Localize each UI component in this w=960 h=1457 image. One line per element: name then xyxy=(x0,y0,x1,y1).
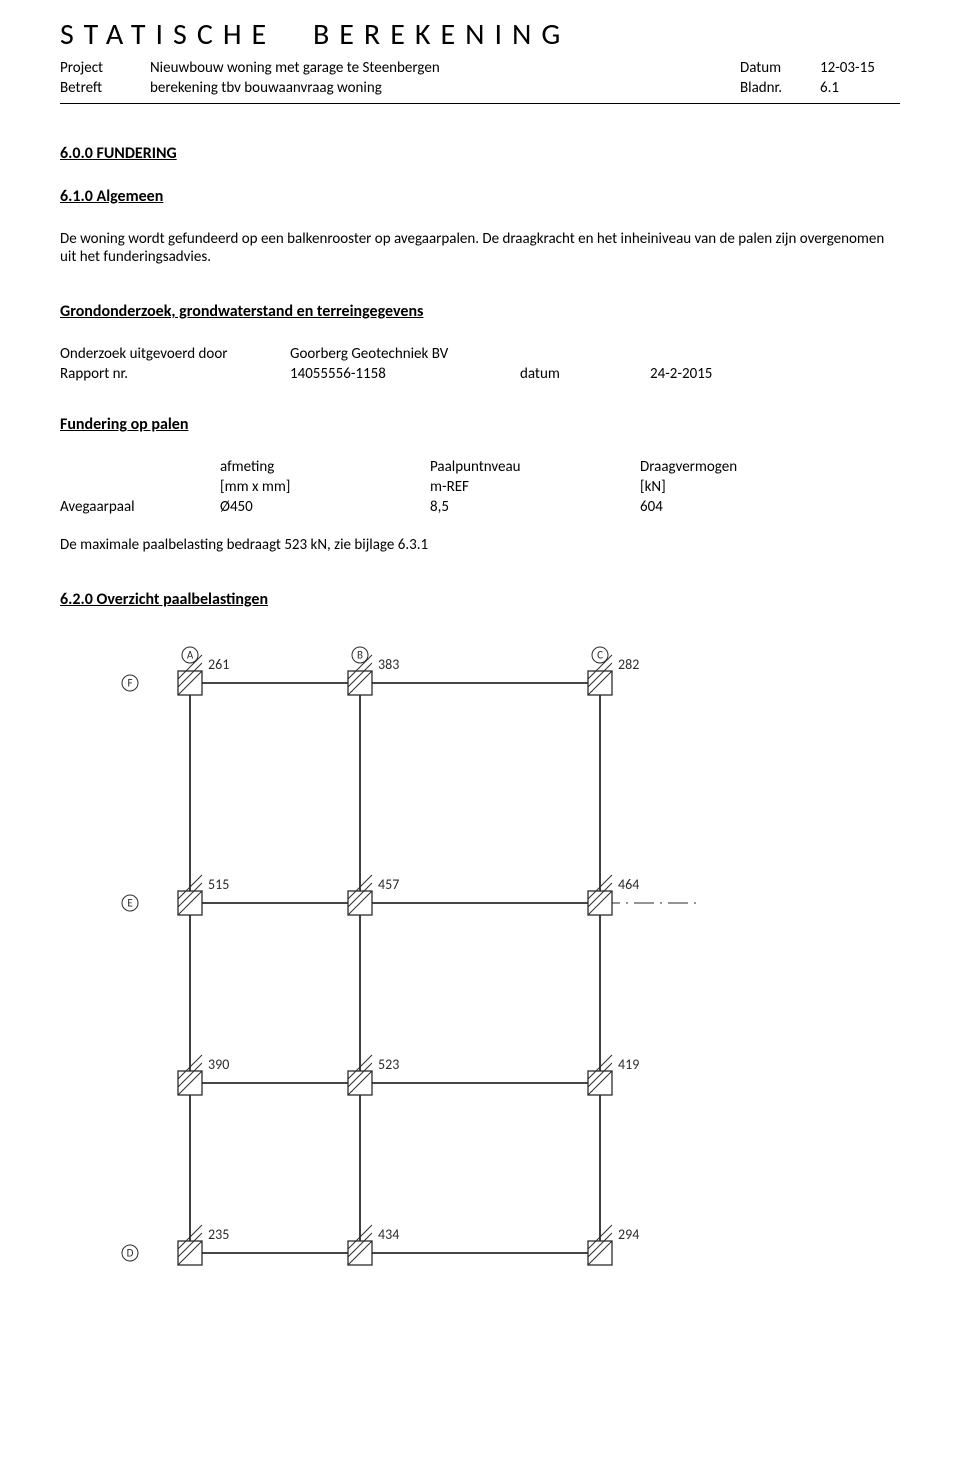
fund-col-afmeting-unit: [mm x mm] xyxy=(220,478,430,496)
svg-text:419: 419 xyxy=(618,1056,639,1073)
svg-text:523: 523 xyxy=(378,1056,399,1073)
svg-text:282: 282 xyxy=(618,656,639,673)
svg-text:383: 383 xyxy=(378,656,399,673)
section-610-heading: 6.1.0 Algemeen xyxy=(60,187,900,206)
fund-col-paalpunt-unit: m-REF xyxy=(430,478,640,496)
svg-text:A: A xyxy=(187,649,194,662)
project-label: Project xyxy=(60,59,150,77)
section-grondonderzoek-heading: Grondonderzoek, grondwaterstand en terre… xyxy=(60,302,900,321)
svg-text:B: B xyxy=(357,649,363,662)
fund-col-draag-unit: [kN] xyxy=(640,478,820,496)
datum-label: Datum xyxy=(740,59,820,77)
onderzoek-row: Onderzoek uitgevoerd door Goorberg Geote… xyxy=(60,345,900,363)
svg-text:D: D xyxy=(127,1247,134,1260)
rapport-date-label: datum xyxy=(520,365,650,383)
fund-note: De maximale paalbelasting bedraagt 523 k… xyxy=(60,536,900,554)
section-620-heading: 6.2.0 Overzicht paalbelastingen xyxy=(60,590,900,609)
svg-text:E: E xyxy=(127,897,132,910)
svg-text:C: C xyxy=(597,649,603,662)
rapport-label: Rapport nr. xyxy=(60,365,290,383)
page: STATISCHE BEREKENING Project Nieuwbouw w… xyxy=(0,0,960,1333)
betreft-label: Betreft xyxy=(60,79,150,97)
header-betreft-line: Betreft berekening tbv bouwaanvraag woni… xyxy=(60,79,900,97)
fund-data-row: Avegaarpaal Ø450 8,5 604 xyxy=(60,498,900,516)
rapport-date-value: 24-2-2015 xyxy=(650,365,780,383)
svg-text:464: 464 xyxy=(618,876,639,893)
svg-text:390: 390 xyxy=(208,1056,229,1073)
section-fundering-heading: Fundering op palen xyxy=(60,415,900,434)
svg-text:235: 235 xyxy=(208,1226,229,1243)
doc-title: STATISCHE BEREKENING xyxy=(60,16,900,53)
fund-col-draag: Draagvermogen xyxy=(640,458,820,476)
onderzoek-value: Goorberg Geotechniek BV xyxy=(290,345,900,363)
project-value: Nieuwbouw woning met garage te Steenberg… xyxy=(150,59,740,77)
svg-text:261: 261 xyxy=(208,656,229,673)
fund-blank xyxy=(60,458,220,476)
header-rule xyxy=(60,103,900,104)
fund-blank2 xyxy=(60,478,220,496)
betreft-value: berekening tbv bouwaanvraag woning xyxy=(150,79,740,97)
svg-text:434: 434 xyxy=(378,1226,399,1243)
s1-paragraph: De woning wordt gefundeerd op een balken… xyxy=(60,230,900,266)
svg-text:294: 294 xyxy=(618,1226,639,1243)
bladnr-label: Bladnr. xyxy=(740,79,820,97)
fund-row-afmeting: Ø450 xyxy=(220,498,430,516)
svg-text:F: F xyxy=(127,677,132,690)
svg-text:515: 515 xyxy=(208,876,229,893)
fund-row-paalpunt: 8,5 xyxy=(430,498,640,516)
fund-col-paalpunt: Paalpuntnveau xyxy=(430,458,640,476)
fund-row-draag: 604 xyxy=(640,498,820,516)
svg-text:457: 457 xyxy=(378,876,399,893)
fund-row-label: Avegaarpaal xyxy=(60,498,220,516)
rapport-value: 14055556-1158 xyxy=(290,365,520,383)
fund-head-row2: [mm x mm] m-REF [kN] xyxy=(60,478,900,496)
pile-load-diagram: 261 383 282 515 457 464 390 523 419 235 434 294 A B C F… xyxy=(60,633,760,1293)
bladnr-value: 6.1 xyxy=(820,79,900,97)
fund-col-afmeting: afmeting xyxy=(220,458,430,476)
header-project-line: Project Nieuwbouw woning met garage te S… xyxy=(60,59,900,77)
section-600-heading: 6.0.0 FUNDERING xyxy=(60,144,900,163)
datum-value: 12-03-15 xyxy=(820,59,900,77)
fund-head-row1: afmeting Paalpuntnveau Draagvermogen xyxy=(60,458,900,476)
rapport-row: Rapport nr. 14055556-1158 datum 24-2-201… xyxy=(60,365,900,383)
onderzoek-label: Onderzoek uitgevoerd door xyxy=(60,345,290,363)
